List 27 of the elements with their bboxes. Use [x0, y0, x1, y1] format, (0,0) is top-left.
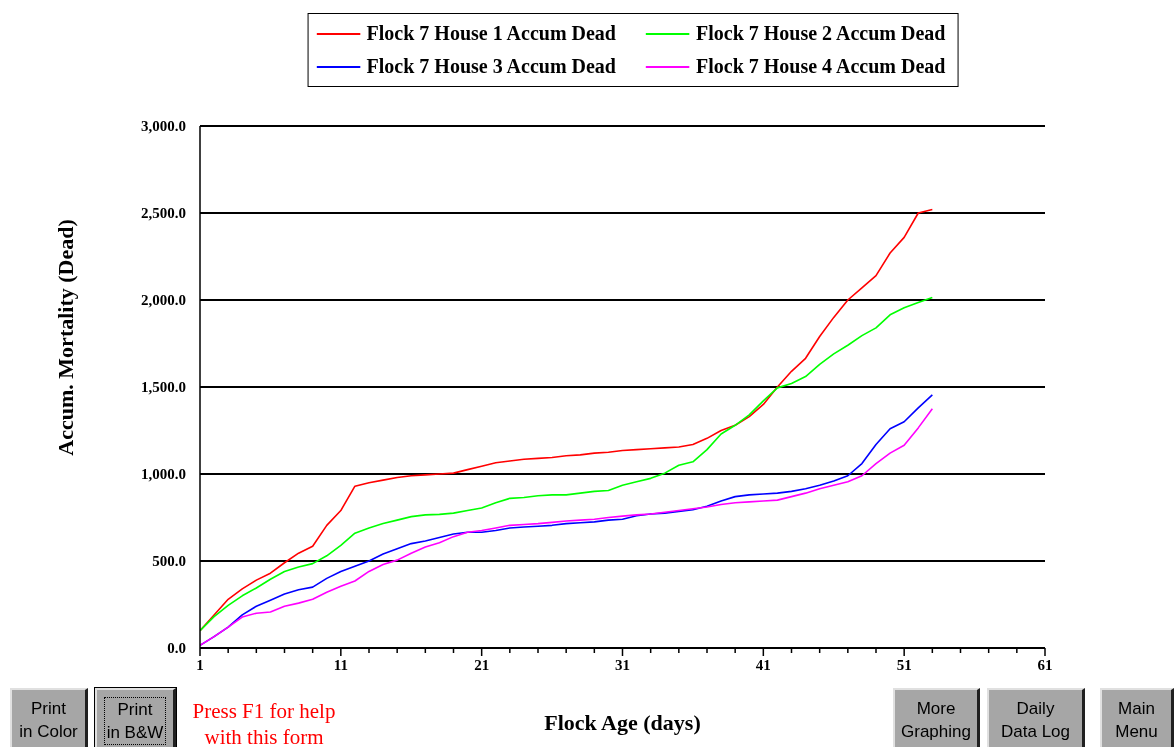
line-series — [200, 296, 934, 632]
legend-label: Flock 7 House 3 Accum Dead — [366, 55, 616, 78]
button[interactable]: More Graphing — [893, 688, 980, 747]
x-tick-label: 1 — [196, 657, 204, 673]
y-tick-label: 1,000.0 — [141, 466, 186, 483]
button[interactable]: Print in B&W — [95, 688, 176, 747]
legend-label: Flock 7 House 1 Accum Dead — [366, 22, 616, 45]
button[interactable]: Daily Data Log — [987, 688, 1085, 747]
x-tick-label: 11 — [333, 657, 348, 673]
x-tick-label: 21 — [474, 657, 490, 673]
text: Press F1 for help with this form — [191, 698, 337, 747]
x-tick-label: 31 — [615, 657, 630, 673]
y-tick-label: 0.0 — [167, 640, 186, 657]
legend-label: Flock 7 House 2 Accum Dead — [696, 22, 946, 45]
y-tick-label: 1,500.0 — [141, 379, 186, 396]
y-tick-label: 3,000.0 — [141, 118, 186, 135]
y-axis-title: Accum. Mortality (Dead) — [53, 219, 79, 456]
y-tick-label: 2,500.0 — [141, 205, 186, 222]
x-tick-label: 41 — [755, 657, 771, 673]
y-tick-label: 2,000.0 — [141, 292, 186, 309]
y-tick-label: 500.0 — [152, 553, 186, 570]
button[interactable]: Print in Color — [10, 688, 88, 747]
legend-label: Flock 7 House 4 Accum Dead — [696, 55, 946, 78]
x-tick-label: 51 — [896, 657, 912, 673]
x-tick-label: 61 — [1037, 657, 1053, 673]
button[interactable]: Main Menu — [1100, 688, 1174, 747]
x-axis-title: Flock Age (days) — [544, 710, 701, 735]
